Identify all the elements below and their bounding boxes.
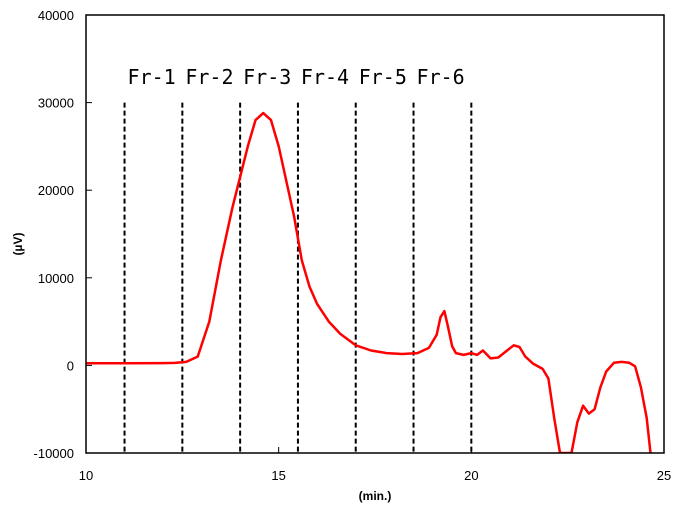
y-tick-label: -10000 (34, 446, 74, 461)
fraction-label: Fr-6 (417, 65, 465, 89)
fraction-label: Fr-1 (128, 65, 176, 89)
y-axis-title: (µV) (11, 233, 25, 256)
fraction-label: Fr-4 (301, 65, 349, 89)
series-line (86, 111, 652, 453)
y-tick-label: 20000 (38, 183, 74, 198)
fraction-label: Fr-2 (185, 65, 233, 89)
y-tick-label: 10000 (38, 271, 74, 286)
x-tick-label: 25 (657, 468, 671, 483)
x-axis-title: (min.) (359, 489, 392, 503)
fraction-label: Fr-3 (243, 65, 291, 89)
y-tick-label: 30000 (38, 96, 74, 111)
y-tick-label: 40000 (38, 8, 74, 23)
plot-area-frame (85, 14, 665, 454)
x-tick-label: 15 (271, 468, 285, 483)
y-axis: -10000 0 10000 20000 30000 40000 (34, 8, 92, 461)
x-tick-label: 20 (464, 468, 478, 483)
y-tick-label: 0 (67, 358, 74, 373)
fraction-markers: Fr-1 Fr-2 Fr-3 Fr-4 Fr-5 Fr-6 (123, 65, 473, 453)
x-axis: 10 15 20 25 (79, 447, 671, 483)
series-layer (86, 111, 652, 453)
x-tick-label: 10 (79, 468, 93, 483)
fraction-label: Fr-5 (359, 65, 407, 89)
